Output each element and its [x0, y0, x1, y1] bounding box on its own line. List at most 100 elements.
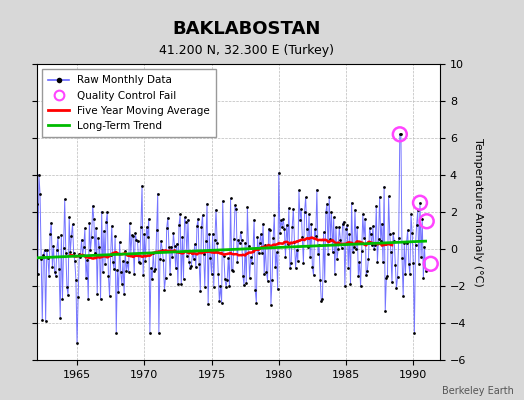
Point [267, 302, 275, 308]
Point [306, 254, 314, 260]
Point [135, 259, 143, 265]
Point [331, 270, 339, 277]
Point [361, 216, 369, 222]
Point [46, 231, 54, 237]
Point [67, 233, 75, 239]
Point [228, 268, 237, 274]
Point [136, 260, 144, 266]
Point [350, 244, 358, 251]
Point [154, 190, 162, 197]
Point [414, 260, 423, 267]
Point [80, 244, 88, 250]
Point [391, 262, 399, 268]
Point [45, 272, 53, 279]
Point [253, 234, 261, 241]
Point [291, 264, 300, 271]
Point [118, 280, 126, 287]
Point [225, 283, 234, 289]
Point [97, 208, 106, 215]
Point [332, 224, 340, 230]
Point [220, 252, 228, 259]
Point [35, 171, 43, 178]
Point [188, 250, 196, 256]
Point [293, 258, 302, 264]
Point [107, 222, 116, 229]
Point [147, 264, 155, 271]
Point [315, 242, 323, 248]
Point [269, 235, 277, 242]
Point [91, 250, 99, 256]
Point [254, 250, 263, 256]
Point [95, 244, 104, 250]
Point [420, 244, 429, 250]
Point [336, 237, 345, 244]
Point [169, 230, 178, 236]
Point [240, 282, 248, 288]
Point [96, 296, 105, 302]
Point [161, 274, 170, 281]
Point [374, 236, 383, 242]
Point [383, 272, 391, 279]
Point [270, 212, 278, 218]
Point [347, 200, 356, 206]
Point [49, 242, 58, 249]
Point [406, 271, 414, 277]
Point [288, 224, 297, 230]
Point [226, 195, 235, 202]
Point [373, 259, 381, 265]
Point [138, 182, 146, 189]
Point [85, 220, 94, 226]
Point [72, 277, 80, 283]
Point [101, 260, 109, 267]
Point [362, 272, 370, 278]
Point [143, 224, 151, 230]
Point [224, 255, 233, 261]
Point [278, 224, 286, 230]
Point [380, 183, 388, 190]
Point [343, 222, 351, 229]
Point [58, 296, 67, 302]
Text: BAKLABOSTAN: BAKLABOSTAN [172, 20, 321, 38]
Point [140, 231, 148, 238]
Point [285, 205, 293, 212]
Point [427, 261, 435, 267]
Point [186, 265, 194, 271]
Point [265, 226, 273, 232]
Point [115, 239, 124, 245]
Point [73, 340, 81, 346]
Point [181, 219, 190, 226]
Point [394, 274, 402, 280]
Point [157, 237, 165, 244]
Point [335, 224, 343, 230]
Point [346, 281, 355, 288]
Point [177, 281, 185, 287]
Point [416, 200, 424, 206]
Point [208, 271, 216, 277]
Point [111, 233, 119, 240]
Point [194, 216, 202, 222]
Point [397, 131, 405, 138]
Point [37, 256, 46, 262]
Point [83, 257, 91, 263]
Point [244, 243, 253, 250]
Point [363, 268, 372, 274]
Point [407, 211, 415, 218]
Point [271, 264, 280, 270]
Point [258, 250, 266, 256]
Point [203, 200, 211, 207]
Point [150, 268, 159, 274]
Point [223, 276, 232, 283]
Point [197, 224, 205, 230]
Point [41, 317, 50, 324]
Y-axis label: Temperature Anomaly (°C): Temperature Anomaly (°C) [473, 138, 483, 286]
Point [289, 206, 298, 212]
Point [93, 290, 101, 297]
Point [199, 212, 207, 218]
Point [56, 314, 64, 321]
Point [392, 285, 401, 292]
Point [287, 260, 296, 266]
Point [333, 256, 341, 262]
Point [86, 247, 95, 254]
Point [155, 330, 163, 336]
Point [122, 268, 130, 274]
